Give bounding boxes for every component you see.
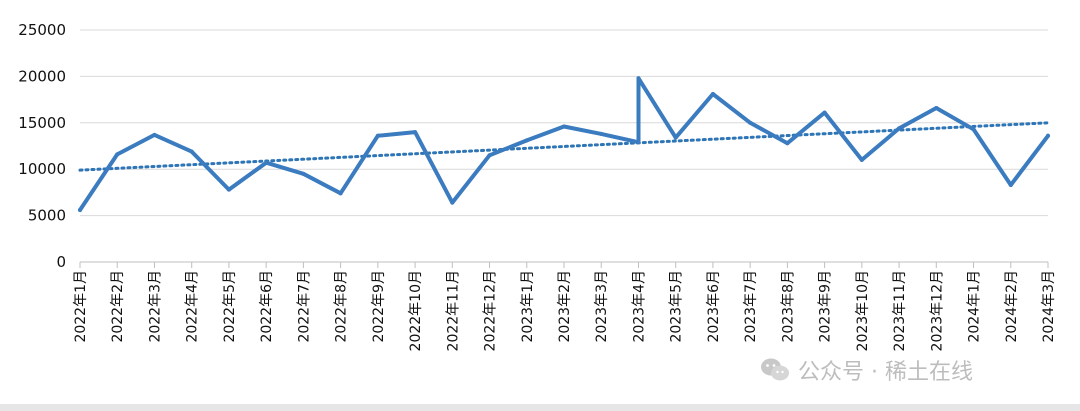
data-point	[301, 171, 306, 176]
data-point	[264, 160, 269, 165]
data-point	[1046, 133, 1050, 138]
x-tick-label: 2022年7月	[296, 270, 312, 343]
data-point	[413, 130, 418, 135]
x-tick-label: 2022年12月	[483, 270, 499, 351]
x-tick-label: 2023年6月	[706, 270, 722, 343]
x-tick-label: 2022年9月	[371, 270, 387, 343]
wechat-icon	[761, 358, 789, 381]
x-tick-label: 2022年3月	[147, 270, 163, 343]
watermark-text: 公众号 · 稀土在线	[798, 360, 973, 385]
series-line	[78, 76, 1050, 212]
x-tick-label: 2023年9月	[818, 270, 834, 343]
x-tick-label: 2024年3月	[1041, 270, 1057, 343]
x-tick-label: 2022年8月	[334, 270, 350, 343]
x-tick-label: 2022年2月	[110, 270, 126, 343]
x-tick-label: 2022年11月	[445, 270, 461, 351]
x-tick-label: 2022年6月	[259, 270, 275, 343]
data-point	[599, 131, 604, 136]
trendline	[78, 121, 1050, 172]
gridlines	[80, 29, 1048, 263]
data-point	[822, 110, 827, 115]
data-point	[450, 200, 455, 205]
x-tick-label: 2022年1月	[73, 270, 89, 343]
data-point	[748, 120, 753, 125]
data-point	[226, 187, 231, 192]
data-point	[897, 126, 902, 131]
x-tick-label: 2024年2月	[1004, 270, 1020, 343]
data-point	[338, 191, 343, 196]
data-point	[375, 133, 380, 138]
data-point	[971, 127, 976, 132]
x-tick-label: 2022年4月	[185, 270, 201, 343]
series-layer	[78, 76, 1050, 213]
y-tick-label: 10000	[18, 160, 66, 178]
x-tick-label: 2023年5月	[669, 270, 685, 343]
data-point	[1008, 182, 1013, 187]
x-tick-label: 2023年10月	[855, 270, 871, 351]
data-point	[78, 208, 82, 213]
y-tick-label: 0	[56, 253, 66, 271]
data-point	[115, 152, 120, 157]
x-tick-label: 2024年1月	[967, 270, 983, 343]
y-tick-label: 20000	[18, 67, 66, 85]
y-axis-ticks: 0 5000 10000 15000 20000 25000	[18, 21, 66, 271]
x-tick-label: 2022年5月	[222, 270, 238, 343]
x-tick-label: 2023年12月	[929, 270, 945, 351]
x-tick-label: 2023年2月	[557, 270, 573, 343]
data-point	[152, 132, 157, 137]
x-tick-label: 2023年7月	[743, 270, 759, 343]
data-point	[934, 105, 939, 110]
y-tick-label: 25000	[18, 21, 66, 39]
x-tick-label: 2022年10月	[408, 270, 424, 351]
x-tick-label: 2023年8月	[780, 270, 796, 343]
data-point	[859, 157, 864, 162]
data-point	[785, 141, 790, 146]
x-tick-label: 2023年1月	[520, 270, 536, 343]
y-tick-label: 5000	[28, 207, 66, 225]
data-point	[636, 76, 641, 81]
data-point	[710, 92, 715, 97]
x-tick-label: 2023年3月	[594, 270, 610, 343]
y-tick-label: 15000	[18, 114, 66, 132]
x-axis-ticks: 2022年1月 2022年2月 2022年3月 2022年4月 2022年5月 2022年…	[73, 262, 1057, 351]
bottom-divider	[0, 404, 1080, 411]
watermark: 公众号 · 稀土在线	[760, 354, 973, 386]
data-point	[636, 140, 641, 145]
x-tick-label: 2023年11月	[892, 270, 908, 351]
data-point	[524, 138, 529, 143]
trendline-layer	[78, 121, 1050, 172]
data-point	[189, 149, 194, 154]
data-point	[673, 135, 678, 140]
x-tick-label: 2023年4月	[631, 270, 647, 343]
data-point	[487, 153, 492, 158]
data-point	[562, 124, 566, 129]
